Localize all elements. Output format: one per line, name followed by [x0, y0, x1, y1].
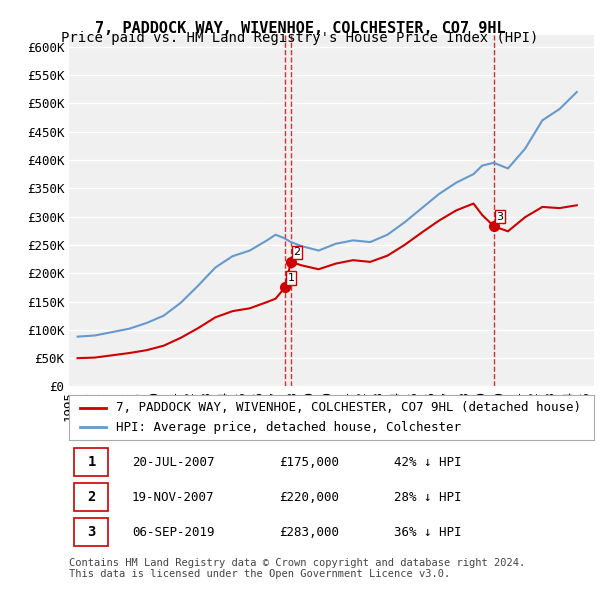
Text: £175,000: £175,000 [279, 455, 339, 468]
Text: 19-NOV-2007: 19-NOV-2007 [132, 490, 215, 504]
Text: 42% ↓ HPI: 42% ↓ HPI [395, 455, 462, 468]
FancyBboxPatch shape [74, 518, 109, 546]
Text: 06-SEP-2019: 06-SEP-2019 [132, 526, 215, 539]
Text: 1: 1 [287, 273, 295, 283]
Text: HPI: Average price, detached house, Colchester: HPI: Average price, detached house, Colc… [116, 421, 461, 434]
Text: Price paid vs. HM Land Registry's House Price Index (HPI): Price paid vs. HM Land Registry's House … [61, 31, 539, 45]
Text: 7, PADDOCK WAY, WIVENHOE, COLCHESTER, CO7 9HL: 7, PADDOCK WAY, WIVENHOE, COLCHESTER, CO… [95, 21, 505, 35]
Text: Contains HM Land Registry data © Crown copyright and database right 2024.
This d: Contains HM Land Registry data © Crown c… [69, 558, 525, 579]
Text: 7, PADDOCK WAY, WIVENHOE, COLCHESTER, CO7 9HL (detached house): 7, PADDOCK WAY, WIVENHOE, COLCHESTER, CO… [116, 401, 581, 414]
Text: 3: 3 [496, 212, 503, 222]
Text: 20-JUL-2007: 20-JUL-2007 [132, 455, 215, 468]
Text: 2: 2 [88, 490, 96, 504]
Text: £220,000: £220,000 [279, 490, 339, 504]
Text: 36% ↓ HPI: 36% ↓ HPI [395, 526, 462, 539]
FancyBboxPatch shape [74, 483, 109, 512]
Text: 2: 2 [293, 247, 301, 257]
Text: 1: 1 [88, 455, 96, 469]
Text: £283,000: £283,000 [279, 526, 339, 539]
Text: 3: 3 [88, 525, 96, 539]
Text: 28% ↓ HPI: 28% ↓ HPI [395, 490, 462, 504]
FancyBboxPatch shape [74, 448, 109, 476]
